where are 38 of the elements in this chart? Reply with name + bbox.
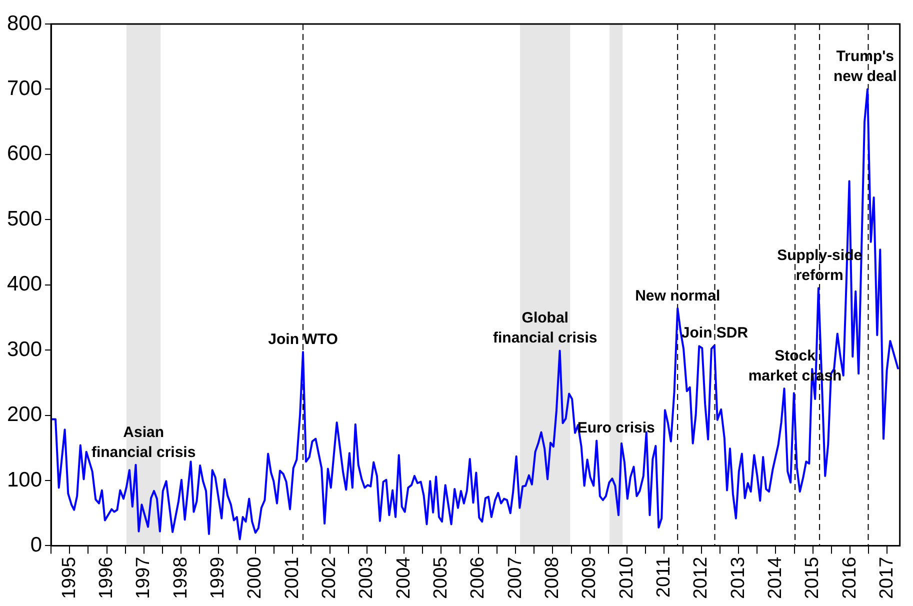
y-tick-label: 300 — [6, 338, 42, 361]
x-tick-label: 2003 — [356, 556, 378, 600]
x-tick-label: 2011 — [653, 556, 674, 598]
x-tick-label: 2008 — [542, 556, 563, 600]
x-tick-label: 2014 — [764, 556, 786, 600]
y-tick-label: 0 — [30, 534, 42, 557]
band-label: Asian financial crisis — [91, 424, 196, 461]
ref-line-label: Join SDR — [681, 324, 748, 342]
x-tick-label: 2009 — [579, 556, 600, 600]
x-tick-label: 2013 — [728, 556, 749, 600]
x-tick-label: 2006 — [468, 556, 489, 600]
x-tick-label: 1996 — [96, 556, 118, 600]
x-tick-label: 2001 — [282, 556, 303, 600]
ref-line-label: New normal — [635, 287, 720, 304]
x-tick-label: 2004 — [393, 556, 414, 600]
x-tick-label: 2017 — [876, 556, 898, 600]
x-tick-label: 1997 — [133, 556, 154, 600]
y-tick-label: 100 — [6, 468, 42, 492]
x-tick-label: 2000 — [244, 556, 266, 600]
ref-line-label: Trump's new deal — [833, 48, 897, 86]
ref-line-label: Join WTO — [268, 331, 338, 348]
x-tick-label: 2016 — [839, 556, 860, 600]
x-tick-label: 1998 — [170, 556, 192, 600]
y-tick-label: 200 — [6, 403, 42, 426]
x-tick-label: 1999 — [208, 556, 229, 600]
y-tick-label: 800 — [6, 12, 42, 35]
y-tick-label: 400 — [6, 272, 42, 296]
x-tick-label: 2015 — [802, 556, 824, 600]
x-tick-label: 2005 — [430, 556, 452, 600]
y-tick-label: 600 — [6, 142, 42, 166]
x-tick-label: 1995 — [58, 556, 80, 600]
x-tick-label: 2007 — [504, 556, 526, 600]
x-tick-label: 2012 — [690, 556, 712, 600]
y-tick-label: 700 — [6, 77, 42, 100]
x-tick-label: 2010 — [616, 556, 638, 600]
x-tick-label: 2002 — [318, 556, 340, 600]
band-label: Global financial crisis — [493, 310, 598, 347]
y-tick-label: 500 — [6, 207, 42, 230]
